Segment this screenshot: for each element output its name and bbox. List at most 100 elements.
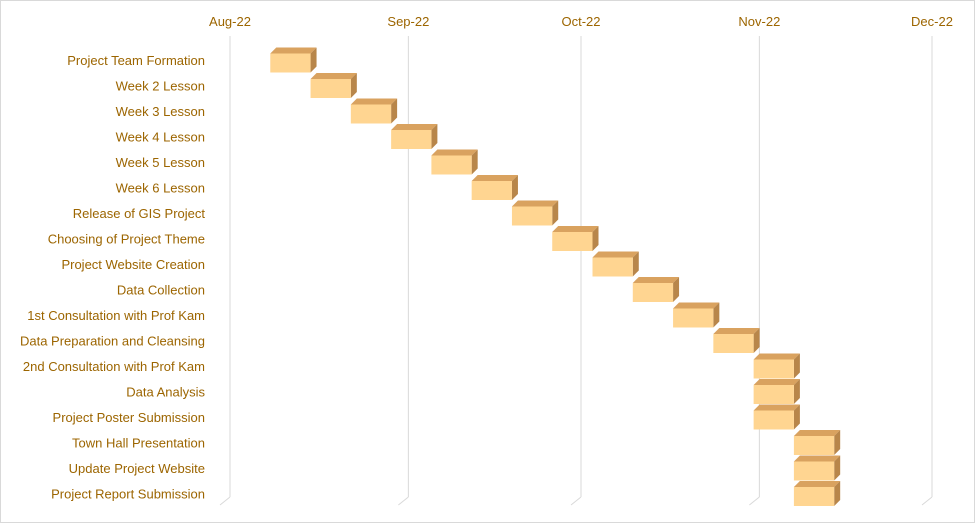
task-bar — [511, 200, 559, 226]
task-bar — [793, 455, 841, 481]
task-bar — [753, 353, 800, 379]
task-bar-side — [834, 455, 841, 481]
task-bar-side — [753, 328, 760, 353]
task-bar-top — [310, 73, 357, 79]
task-bar-front — [753, 385, 794, 404]
task-bar-front — [471, 181, 512, 200]
task-bar-top — [632, 277, 680, 283]
task-bar-side — [713, 302, 720, 328]
task-label: 2nd Consultation with Prof Kam — [23, 359, 205, 374]
task-label: 1st Consultation with Prof Kam — [27, 308, 205, 323]
task-bar-top — [753, 353, 800, 360]
task-bar-top — [511, 200, 559, 207]
task-label: Project Poster Submission — [53, 410, 205, 425]
task-bar-side — [632, 251, 639, 277]
x-tick-label: Oct-22 — [561, 14, 600, 29]
task-bar-top — [391, 124, 438, 130]
task-bar-front — [632, 283, 674, 302]
task-bar-side — [310, 47, 317, 73]
task-bar-front — [793, 487, 835, 506]
task-bar-front — [713, 334, 754, 353]
gridline-foot — [749, 496, 760, 506]
task-bar — [471, 175, 518, 200]
task-bar — [592, 251, 639, 277]
task-bar-side — [793, 353, 800, 379]
x-tick-label: Nov-22 — [738, 14, 780, 29]
gridline-foot — [921, 496, 933, 506]
task-label: Data Collection — [117, 283, 205, 298]
task-bar-top — [270, 47, 317, 54]
task-label: Week 2 Lesson — [116, 79, 205, 94]
task-bar-top — [431, 149, 478, 156]
task-bar — [310, 73, 357, 98]
gridline-foot — [219, 496, 231, 506]
task-bar-top — [552, 226, 599, 232]
task-bar-side — [592, 226, 599, 251]
task-bar — [632, 277, 680, 302]
task-bar-front — [350, 104, 392, 124]
task-bar-front — [310, 79, 351, 98]
x-tick-label: Aug-22 — [209, 14, 251, 29]
task-bar-top — [471, 175, 518, 181]
task-bar-front — [391, 130, 432, 149]
task-bar-side — [350, 73, 357, 98]
task-bar-top — [753, 379, 800, 385]
task-label: Week 3 Lesson — [116, 104, 205, 119]
task-bar — [270, 47, 317, 73]
gridline-foot — [570, 496, 582, 506]
x-axis-ticks: Aug-22 Sep-22 Oct-22 Nov-22 Dec-22 — [209, 14, 953, 29]
task-bar-front — [592, 257, 633, 277]
task-bar-front — [793, 436, 835, 455]
task-bar-top — [753, 404, 800, 411]
task-bar — [753, 379, 800, 404]
task-label: Week 4 Lesson — [116, 130, 205, 145]
task-label: Town Hall Presentation — [72, 436, 205, 451]
task-bar-front — [511, 206, 553, 226]
task-label: Release of GIS Project — [73, 206, 206, 221]
task-bar-front — [673, 308, 714, 328]
task-label: Data Analysis — [126, 385, 205, 400]
task-bars — [270, 47, 841, 506]
task-bar-front — [431, 155, 472, 175]
task-bar-top — [592, 251, 639, 258]
task-bar — [793, 430, 841, 455]
task-bar-front — [753, 410, 794, 430]
task-bar-side — [511, 175, 518, 200]
task-label: Project Team Formation — [67, 53, 205, 68]
task-bar-side — [834, 430, 841, 455]
gridlines — [219, 36, 933, 506]
task-bar-side — [673, 277, 680, 302]
task-bar-side — [552, 200, 559, 226]
task-bar — [431, 149, 478, 175]
x-tick-label: Dec-22 — [911, 14, 953, 29]
task-bar-side — [471, 149, 478, 175]
task-label: Project Report Submission — [51, 487, 205, 502]
task-labels: Project Team Formation Week 2 Lesson Week … — [20, 53, 206, 502]
task-bar-top — [793, 455, 841, 462]
task-bar-top — [673, 302, 720, 309]
task-bar-top — [713, 328, 760, 334]
task-bar-front — [793, 461, 835, 481]
task-bar-top — [793, 481, 841, 487]
task-bar-side — [793, 379, 800, 404]
task-label: Update Project Website — [69, 461, 205, 476]
task-label: Week 5 Lesson — [116, 155, 205, 170]
x-tick-label: Sep-22 — [387, 14, 429, 29]
task-bar — [753, 404, 800, 430]
task-bar-front — [753, 359, 794, 379]
task-bar-side — [391, 98, 398, 124]
task-label: Data Preparation and Cleansing — [20, 334, 205, 349]
task-bar-top — [793, 430, 841, 436]
task-bar — [552, 226, 599, 251]
task-bar-side — [431, 124, 438, 149]
task-bar — [713, 328, 760, 353]
task-bar — [673, 302, 720, 328]
task-bar-front — [552, 232, 593, 251]
task-bar — [391, 124, 438, 149]
task-bar — [793, 481, 841, 506]
task-bar-side — [834, 481, 841, 506]
task-bar — [350, 98, 398, 124]
task-bar-side — [793, 404, 800, 430]
